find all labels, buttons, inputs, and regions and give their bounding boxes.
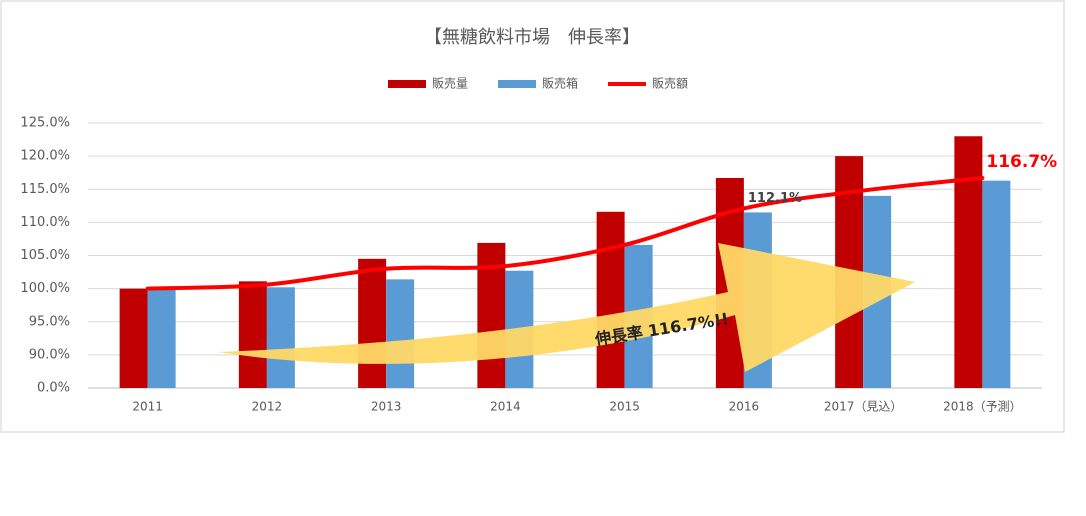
y-tick-label: 0.0% bbox=[37, 381, 70, 396]
bar bbox=[386, 279, 415, 388]
bar bbox=[119, 288, 148, 388]
growth-arrow bbox=[218, 243, 915, 372]
x-tick-label: 2018（予測） bbox=[943, 400, 1022, 414]
bar bbox=[147, 288, 176, 388]
x-tick-label: 2014 bbox=[490, 400, 521, 414]
legend-swatch bbox=[498, 80, 536, 88]
y-tick-label: 120.0% bbox=[20, 149, 70, 164]
x-tick-label: 2011 bbox=[132, 400, 163, 414]
y-tick-label: 95.0% bbox=[29, 314, 70, 329]
legend-swatch bbox=[388, 80, 426, 88]
x-tick-label: 2013 bbox=[371, 400, 402, 414]
bar bbox=[358, 258, 387, 388]
x-tick-label: 2016 bbox=[729, 400, 760, 414]
data-label: 112.1% bbox=[748, 191, 802, 206]
line bbox=[145, 175, 985, 291]
y-tick-label: 90.0% bbox=[29, 347, 70, 362]
x-tick-label: 2012 bbox=[252, 400, 283, 414]
data-label: 116.7% bbox=[986, 152, 1057, 172]
bar bbox=[982, 180, 1011, 388]
y-tick-label: 105.0% bbox=[20, 248, 70, 263]
legend-label: 販売額 bbox=[652, 76, 688, 91]
y-tick-label: 100.0% bbox=[20, 281, 70, 296]
y-tick-label: 115.0% bbox=[20, 182, 70, 197]
legend-label: 販売量 bbox=[432, 76, 468, 91]
chart-title: 【無糖飲料市場 伸長率】 bbox=[424, 27, 640, 48]
y-tick-label: 125.0% bbox=[20, 116, 70, 131]
bar bbox=[954, 136, 983, 388]
legend-label: 販売箱 bbox=[542, 76, 578, 91]
x-tick-label: 2017（見込） bbox=[824, 400, 903, 414]
bar bbox=[596, 211, 625, 388]
bar bbox=[238, 281, 267, 388]
bar bbox=[266, 287, 295, 388]
y-tick-label: 110.0% bbox=[20, 215, 70, 230]
x-tick-label: 2015 bbox=[609, 400, 640, 414]
